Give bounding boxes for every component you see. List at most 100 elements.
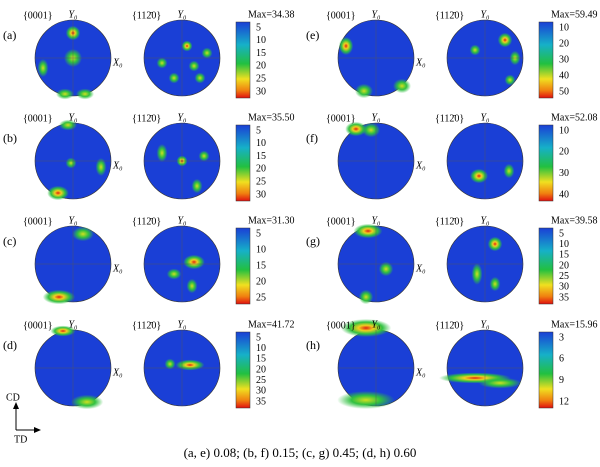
panel-label: (c): [3, 234, 16, 248]
pole-figure-panel: (d) {0001} Y₀ {112̄0} Y₀ X₀ Max=41.72 510152025…: [3, 319, 294, 410]
colorbar-tick-label: 25: [559, 271, 569, 282]
y-axis-label: Y₀: [177, 9, 187, 20]
texture-peak: [156, 144, 168, 162]
y-axis-label: Y₀: [68, 9, 78, 20]
texture-peak: [470, 168, 488, 184]
texture-peak: [353, 223, 383, 239]
td-label: TD: [14, 434, 27, 445]
colorbar-tick-label: 20: [256, 164, 266, 175]
colorbar-tick-label: 5: [256, 228, 261, 239]
colorbar-tick-label: 25: [256, 176, 266, 187]
pole-figure-panel: (g) {0001} Y₀ {112̄0} Y₀ X₀ Max=39.58 510152025…: [306, 215, 597, 305]
colorbar: [538, 227, 554, 305]
y-axis-label: Y₀: [177, 319, 187, 330]
texture-peak: [358, 289, 374, 305]
x-axis-label: X₀: [112, 57, 123, 68]
x-axis-label: X₀: [415, 57, 426, 68]
max-label: Max=39.58: [551, 215, 597, 226]
texture-peak: [469, 44, 481, 56]
texture-peak: [168, 72, 180, 84]
x-axis-label: X₀: [415, 263, 426, 274]
y-axis-label: Y₀: [68, 215, 78, 226]
y-axis-label: Y₀: [68, 112, 78, 123]
colorbar-tick-label: 15: [559, 250, 569, 261]
texture-peak: [338, 37, 354, 55]
max-label: Max=34.38: [248, 9, 294, 20]
colorbar-tick-label: 3: [559, 332, 564, 343]
texture-peak: [65, 157, 77, 169]
pole-label: {0001}: [326, 320, 356, 331]
pole-label: {112̄0}: [132, 113, 161, 124]
colorbar: [235, 331, 251, 409]
texture-peak: [487, 236, 503, 252]
colorbar-tick-label: 40: [559, 189, 569, 200]
max-label: Max=41.72: [248, 319, 294, 330]
colorbar-tick-label: 10: [559, 239, 569, 250]
texture-peak: [489, 276, 501, 292]
y-axis-label: Y₀: [480, 112, 490, 123]
cd-label: CD: [6, 392, 20, 403]
y-axis-label: Y₀: [371, 319, 381, 330]
colorbar-tick-label: 35: [559, 292, 569, 303]
colorbar-tick-label: 10: [256, 343, 266, 354]
colorbar-tick-label: 25: [256, 375, 266, 386]
y-axis-label: Y₀: [371, 215, 381, 226]
colorbar-tick-label: 25: [256, 73, 266, 84]
panel-label: (d): [3, 338, 17, 352]
texture-peak: [337, 391, 395, 409]
colorbar-tick-label: 30: [256, 386, 266, 397]
texture-peak: [186, 278, 198, 294]
colorbar-tick-label: 30: [559, 168, 569, 179]
texture-peak: [393, 78, 411, 94]
pole-label: {0001}: [23, 10, 53, 21]
colorbar: [235, 124, 251, 202]
colorbar-tick-label: 50: [559, 86, 569, 97]
colorbar-tick-label: 10: [559, 22, 569, 33]
max-label: Max=59.49: [551, 9, 597, 20]
colorbar: [538, 21, 554, 99]
colorbar-tick-label: 10: [559, 125, 569, 136]
colorbar-tick-label: 20: [256, 61, 266, 72]
texture-peak: [471, 263, 483, 285]
texture-peak: [355, 83, 373, 99]
y-axis-label: Y₀: [371, 112, 381, 123]
pole-figure-panel: (c) {0001} Y₀ {112̄0} Y₀ X₀ Max=31.30 5 10 15 20 25: [3, 215, 294, 305]
texture-peak: [166, 268, 182, 280]
colorbar: [235, 227, 251, 305]
max-label: Max=35.50: [248, 112, 294, 123]
colorbar-tick-label: 20: [559, 260, 569, 271]
panel-label: (h): [306, 338, 320, 352]
colorbar-tick-label: 30: [559, 282, 569, 293]
texture-peak: [70, 394, 104, 410]
panel-label: (e): [306, 28, 319, 42]
cd-td-axes: CD TD: [6, 392, 41, 445]
pole-label: {112̄0}: [132, 10, 161, 21]
y-axis-label: Y₀: [177, 215, 187, 226]
x-axis-label: X₀: [415, 367, 426, 378]
y-axis-label: Y₀: [480, 215, 490, 226]
colorbar-tick-label: 10: [256, 244, 266, 255]
panel-label: (a): [3, 28, 16, 42]
colorbar: [235, 21, 251, 99]
texture-peak: [181, 40, 193, 52]
colorbar-tick-label: 15: [256, 260, 266, 271]
pole-label: {0001}: [326, 216, 356, 227]
texture-peak: [47, 185, 69, 201]
x-axis-label: X₀: [112, 367, 123, 378]
texture-peak: [340, 319, 392, 337]
texture-peak: [201, 47, 213, 59]
texture-peak: [198, 150, 210, 162]
colorbar-tick-label: 30: [256, 189, 266, 200]
y-axis-label: Y₀: [480, 9, 490, 20]
pole-label: {112̄0}: [435, 216, 464, 227]
max-label: Max=52.08: [551, 112, 597, 123]
texture-peak: [183, 254, 205, 270]
colorbar-tick-label: 20: [256, 364, 266, 375]
pole-figure-panel: (h) {0001} Y₀ {112̄0} Y₀ X₀ Max=15.96 3 6 9 12: [306, 319, 597, 409]
texture-peak: [504, 74, 516, 86]
colorbar-tick-label: 5: [256, 332, 261, 343]
colorbar-tick-label: 6: [559, 354, 564, 365]
pole-label: {0001}: [326, 10, 356, 21]
pole-label: {112̄0}: [132, 216, 161, 227]
